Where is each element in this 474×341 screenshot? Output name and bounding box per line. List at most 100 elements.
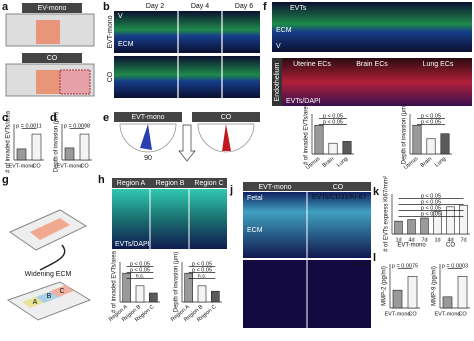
panel-label: e xyxy=(103,112,109,124)
p-value: p < 0.05 xyxy=(421,211,441,217)
x-tick-label: Lung xyxy=(434,156,447,168)
y-label: MMP-2 (pg/ml) xyxy=(382,266,388,306)
panel-label: f xyxy=(263,1,267,13)
row-title: EVT-mono xyxy=(107,15,114,48)
x-tick-label: EVT-mono xyxy=(9,163,35,169)
bar xyxy=(407,276,418,309)
x-tick-label: EVT-mono xyxy=(57,163,83,169)
x-tick-label: 1d xyxy=(395,237,401,243)
micrograph xyxy=(272,58,472,106)
p-value: p < 0.05 xyxy=(323,119,343,125)
panel-label: j xyxy=(229,184,233,196)
p-value: p = 0.0098 xyxy=(64,123,90,129)
y-label: # of invaded EVTs/area xyxy=(112,250,118,313)
tag-box xyxy=(22,53,82,63)
x-tick-label: 4d xyxy=(447,237,453,243)
bar xyxy=(328,142,338,155)
side-label: Endothelium xyxy=(274,62,281,101)
bar xyxy=(459,204,468,235)
stain: EVTs xyxy=(290,5,307,12)
caption: Widening ECM xyxy=(25,271,72,278)
bar xyxy=(440,133,450,155)
x-tick-label: CO xyxy=(458,311,467,317)
micrograph xyxy=(112,189,227,249)
bar xyxy=(342,141,352,155)
y-label: MMP-9 (pg/ml) xyxy=(432,266,438,306)
bar xyxy=(420,217,429,235)
bar xyxy=(457,276,468,309)
bar xyxy=(79,133,90,161)
column-title: Day 6 xyxy=(235,3,253,10)
x-tick-label: EVT-mono xyxy=(385,311,411,317)
bar xyxy=(31,133,42,161)
x-tick-label: CO xyxy=(80,163,89,169)
bar xyxy=(122,272,131,303)
stain: EVTs/DAPI xyxy=(286,98,321,105)
p-value: p < 0.05 xyxy=(421,193,441,199)
p-value: n.s. xyxy=(136,273,145,279)
group-label: EVT-mono xyxy=(397,243,426,249)
bar xyxy=(446,206,455,235)
panel-label: d xyxy=(50,112,57,124)
p-value: n.s. xyxy=(198,273,207,279)
bar xyxy=(64,147,75,161)
bar xyxy=(197,285,207,303)
bar xyxy=(433,211,442,235)
p-value: p < 0.05 xyxy=(130,261,150,267)
source: Uterine ECs xyxy=(293,61,331,68)
tag: CO xyxy=(47,55,58,62)
device-ecm xyxy=(36,20,60,44)
side-label: ECM xyxy=(247,227,263,234)
bar xyxy=(442,296,453,309)
y-label: # of EVTs express Ki67/mm² xyxy=(384,176,390,252)
side-label: V xyxy=(118,13,123,20)
bar xyxy=(407,219,416,235)
title: EVT-mono xyxy=(258,184,291,191)
bar xyxy=(211,290,220,303)
device-ec xyxy=(59,69,91,95)
region: Region C xyxy=(194,180,223,187)
y-label: Depth of invasion (μm) xyxy=(402,104,408,164)
x-tick-label: Lung xyxy=(336,156,349,168)
panel-label: k xyxy=(373,186,380,198)
side-label: ECM xyxy=(276,27,292,34)
region: C xyxy=(59,288,64,295)
x-tick-label: 7d xyxy=(421,237,427,243)
group-label: CO xyxy=(446,243,455,249)
x-tick-label: Brain xyxy=(420,156,434,169)
source: Lung ECs xyxy=(423,61,454,68)
p-value: p = 0.0003 xyxy=(442,263,468,269)
angle-label: 90 xyxy=(144,155,152,162)
side-label: ECM xyxy=(118,41,134,48)
micrograph xyxy=(272,2,472,52)
p-value: p < 0.05 xyxy=(421,113,441,119)
micrograph xyxy=(114,56,260,98)
p-value: p < 0.05 xyxy=(192,261,212,267)
panel-label: b xyxy=(103,1,110,13)
bar xyxy=(184,272,193,303)
panel-label: a xyxy=(2,1,9,13)
tag: EV-mono xyxy=(38,5,67,12)
region: B xyxy=(47,293,52,300)
tag-box xyxy=(22,3,82,13)
region: Region B xyxy=(156,180,185,187)
side-label: V xyxy=(276,43,281,50)
y-label: Depth of invasion (μm) xyxy=(54,112,60,172)
p-value: p < 0.05 xyxy=(323,113,343,119)
x-tick-label: 4d xyxy=(408,237,414,243)
micrograph xyxy=(114,11,260,53)
bar xyxy=(426,138,436,155)
row-title: CO xyxy=(107,71,114,82)
bar xyxy=(412,124,422,155)
bar xyxy=(149,292,158,303)
p-value: p = 0.0075 xyxy=(392,263,418,269)
device-ecm xyxy=(36,70,60,94)
x-tick-label: 7d xyxy=(460,237,466,243)
stain: Ki-67 xyxy=(355,262,371,269)
x-tick-label: CO xyxy=(408,311,417,317)
bar xyxy=(394,220,403,235)
x-tick-label: CO xyxy=(32,163,41,169)
title: CO xyxy=(333,184,344,191)
x-tick-label: Brain xyxy=(322,156,336,169)
